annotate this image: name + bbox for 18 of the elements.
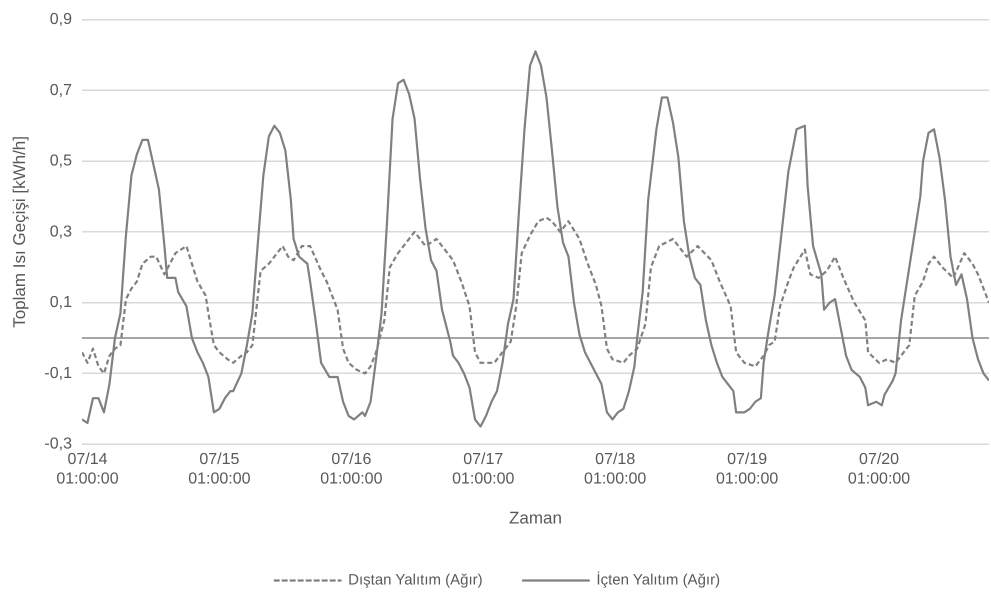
y-tick-label: -0,3	[44, 436, 72, 453]
x-tick-label: 07/17 01:00:00	[452, 451, 515, 488]
x-tick-label: 07/20 01:00:00	[848, 451, 910, 488]
x-tick-label: 07/15 01:00:00	[188, 451, 251, 488]
y-axis-title: Toplam Isı Geçişi [kWh/h]	[10, 136, 29, 328]
x-tick-label: 07/19 01:00:00	[716, 451, 778, 488]
y-tick-label: 0,3	[50, 223, 72, 240]
legend-label: Dıştan Yalıtım (Ağır)	[348, 572, 483, 589]
legend-label: İçten Yalıtım (Ağır)	[596, 570, 720, 589]
y-tick-label: 0,1	[50, 294, 72, 312]
x-tick-label: 07/14 01:00:00	[56, 451, 119, 488]
y-tick-label: 0,9	[50, 11, 72, 28]
x-tick-label: 07/18 01:00:00	[584, 451, 646, 488]
x-tick-label: 07/16 01:00:00	[320, 451, 383, 488]
y-tick-label: 0,5	[50, 152, 72, 170]
y-tick-label: 0,7	[50, 82, 72, 99]
y-tick-label: -0,1	[44, 364, 72, 382]
x-axis-title: Zaman	[509, 508, 562, 528]
